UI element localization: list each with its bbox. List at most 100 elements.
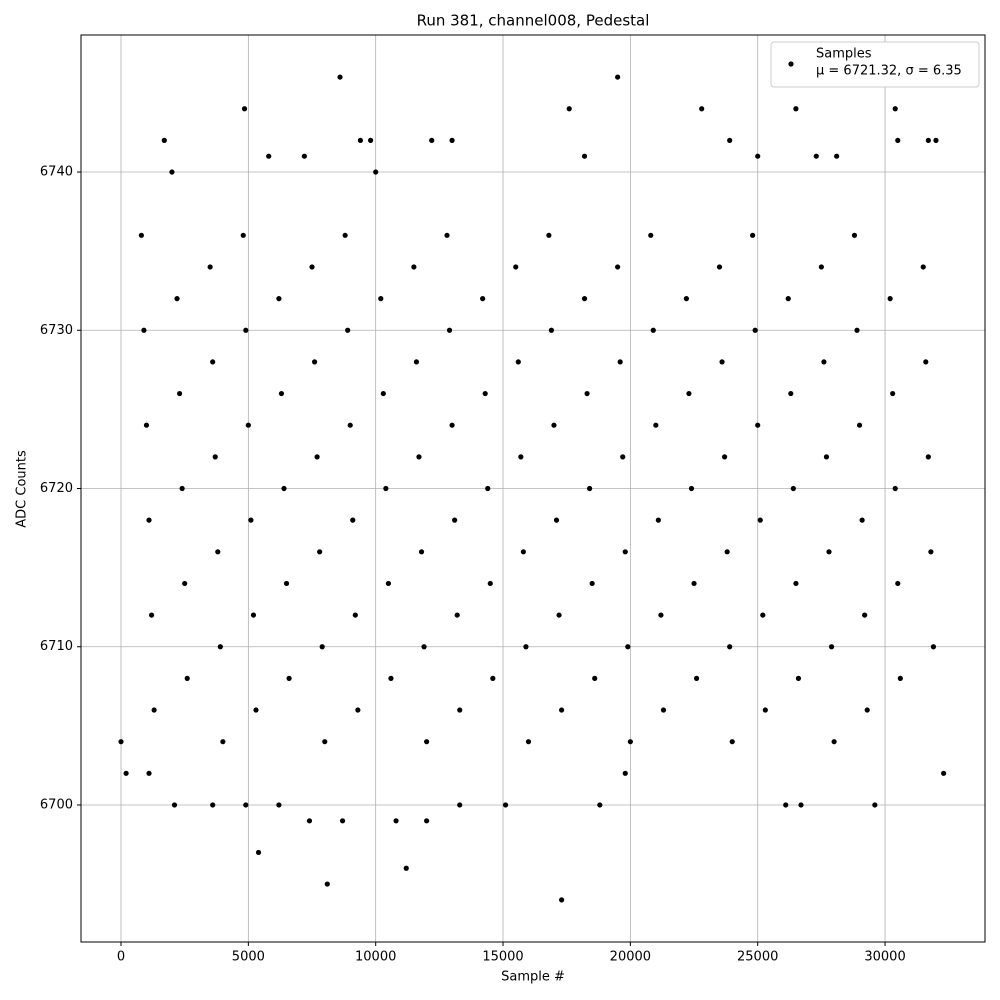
y-tick-label: 6730 (40, 323, 73, 338)
point (487, 580, 493, 587)
point (520, 549, 526, 555)
point (322, 739, 328, 745)
point (752, 327, 758, 333)
point (559, 707, 565, 713)
point (546, 232, 552, 238)
point (727, 644, 733, 650)
point (240, 232, 246, 238)
point (339, 818, 346, 824)
y-tick-label: 6720 (40, 481, 73, 496)
point (161, 137, 167, 143)
point (622, 770, 628, 776)
point (895, 580, 901, 587)
point (342, 232, 348, 238)
point (856, 422, 863, 428)
y-tick-label: 6710 (40, 639, 73, 654)
point (355, 707, 361, 713)
point (490, 675, 496, 681)
point (403, 865, 409, 871)
point (283, 580, 290, 587)
point (278, 390, 285, 397)
point (311, 359, 318, 365)
point (941, 770, 947, 776)
y-axis-label: ADC Counts (15, 450, 30, 528)
point (831, 739, 837, 745)
point (171, 802, 178, 808)
legend-annotation: μ = 6721.32, σ = 6.35 (816, 64, 962, 79)
point (169, 169, 175, 175)
point (793, 580, 799, 587)
point (345, 327, 351, 333)
point (716, 264, 723, 270)
x-tick-label: 20000 (610, 950, 651, 965)
point (818, 264, 824, 270)
point (892, 485, 898, 492)
point (559, 897, 565, 903)
point (762, 707, 768, 713)
point (217, 644, 223, 650)
point (123, 770, 129, 776)
point (174, 296, 180, 302)
point (457, 707, 463, 713)
chart-title: Run 381, channel008, Pedestal (417, 12, 650, 30)
point (566, 106, 572, 112)
point (683, 296, 689, 302)
point (826, 549, 832, 555)
point (286, 675, 292, 681)
point (383, 485, 389, 492)
point (281, 485, 287, 492)
point (452, 517, 458, 523)
point (625, 644, 631, 650)
x-tick-label: 30000 (864, 950, 905, 965)
point (373, 169, 379, 175)
point (851, 232, 858, 238)
point (276, 296, 282, 302)
point (887, 296, 893, 302)
point (306, 818, 313, 824)
point (813, 153, 819, 159)
point (482, 390, 488, 397)
point (862, 612, 868, 618)
point (324, 881, 330, 887)
point (138, 232, 144, 238)
point (760, 612, 766, 618)
point (518, 454, 524, 460)
point (615, 74, 621, 80)
point (424, 818, 430, 824)
point (266, 153, 272, 159)
point (925, 454, 931, 460)
point (319, 644, 325, 650)
point (798, 802, 804, 808)
point (241, 106, 248, 112)
point (179, 485, 185, 492)
point (314, 454, 320, 460)
point (309, 264, 315, 270)
point (872, 802, 878, 808)
point (393, 818, 399, 824)
point (424, 739, 430, 745)
point (617, 359, 623, 365)
legend-marker (788, 61, 794, 67)
point (449, 422, 455, 428)
point (248, 517, 254, 523)
point (551, 422, 557, 428)
point (176, 390, 183, 397)
point (925, 137, 931, 143)
y-tick-label: 6700 (40, 797, 73, 812)
point (627, 739, 633, 745)
point (485, 485, 491, 492)
point (620, 454, 626, 460)
point (388, 675, 394, 681)
point (413, 359, 420, 365)
point (864, 707, 870, 713)
point (750, 232, 756, 238)
point (253, 707, 259, 713)
point (502, 802, 509, 808)
point (347, 422, 353, 428)
point (923, 359, 929, 365)
point (592, 675, 598, 681)
point (444, 232, 450, 238)
point (783, 802, 789, 808)
